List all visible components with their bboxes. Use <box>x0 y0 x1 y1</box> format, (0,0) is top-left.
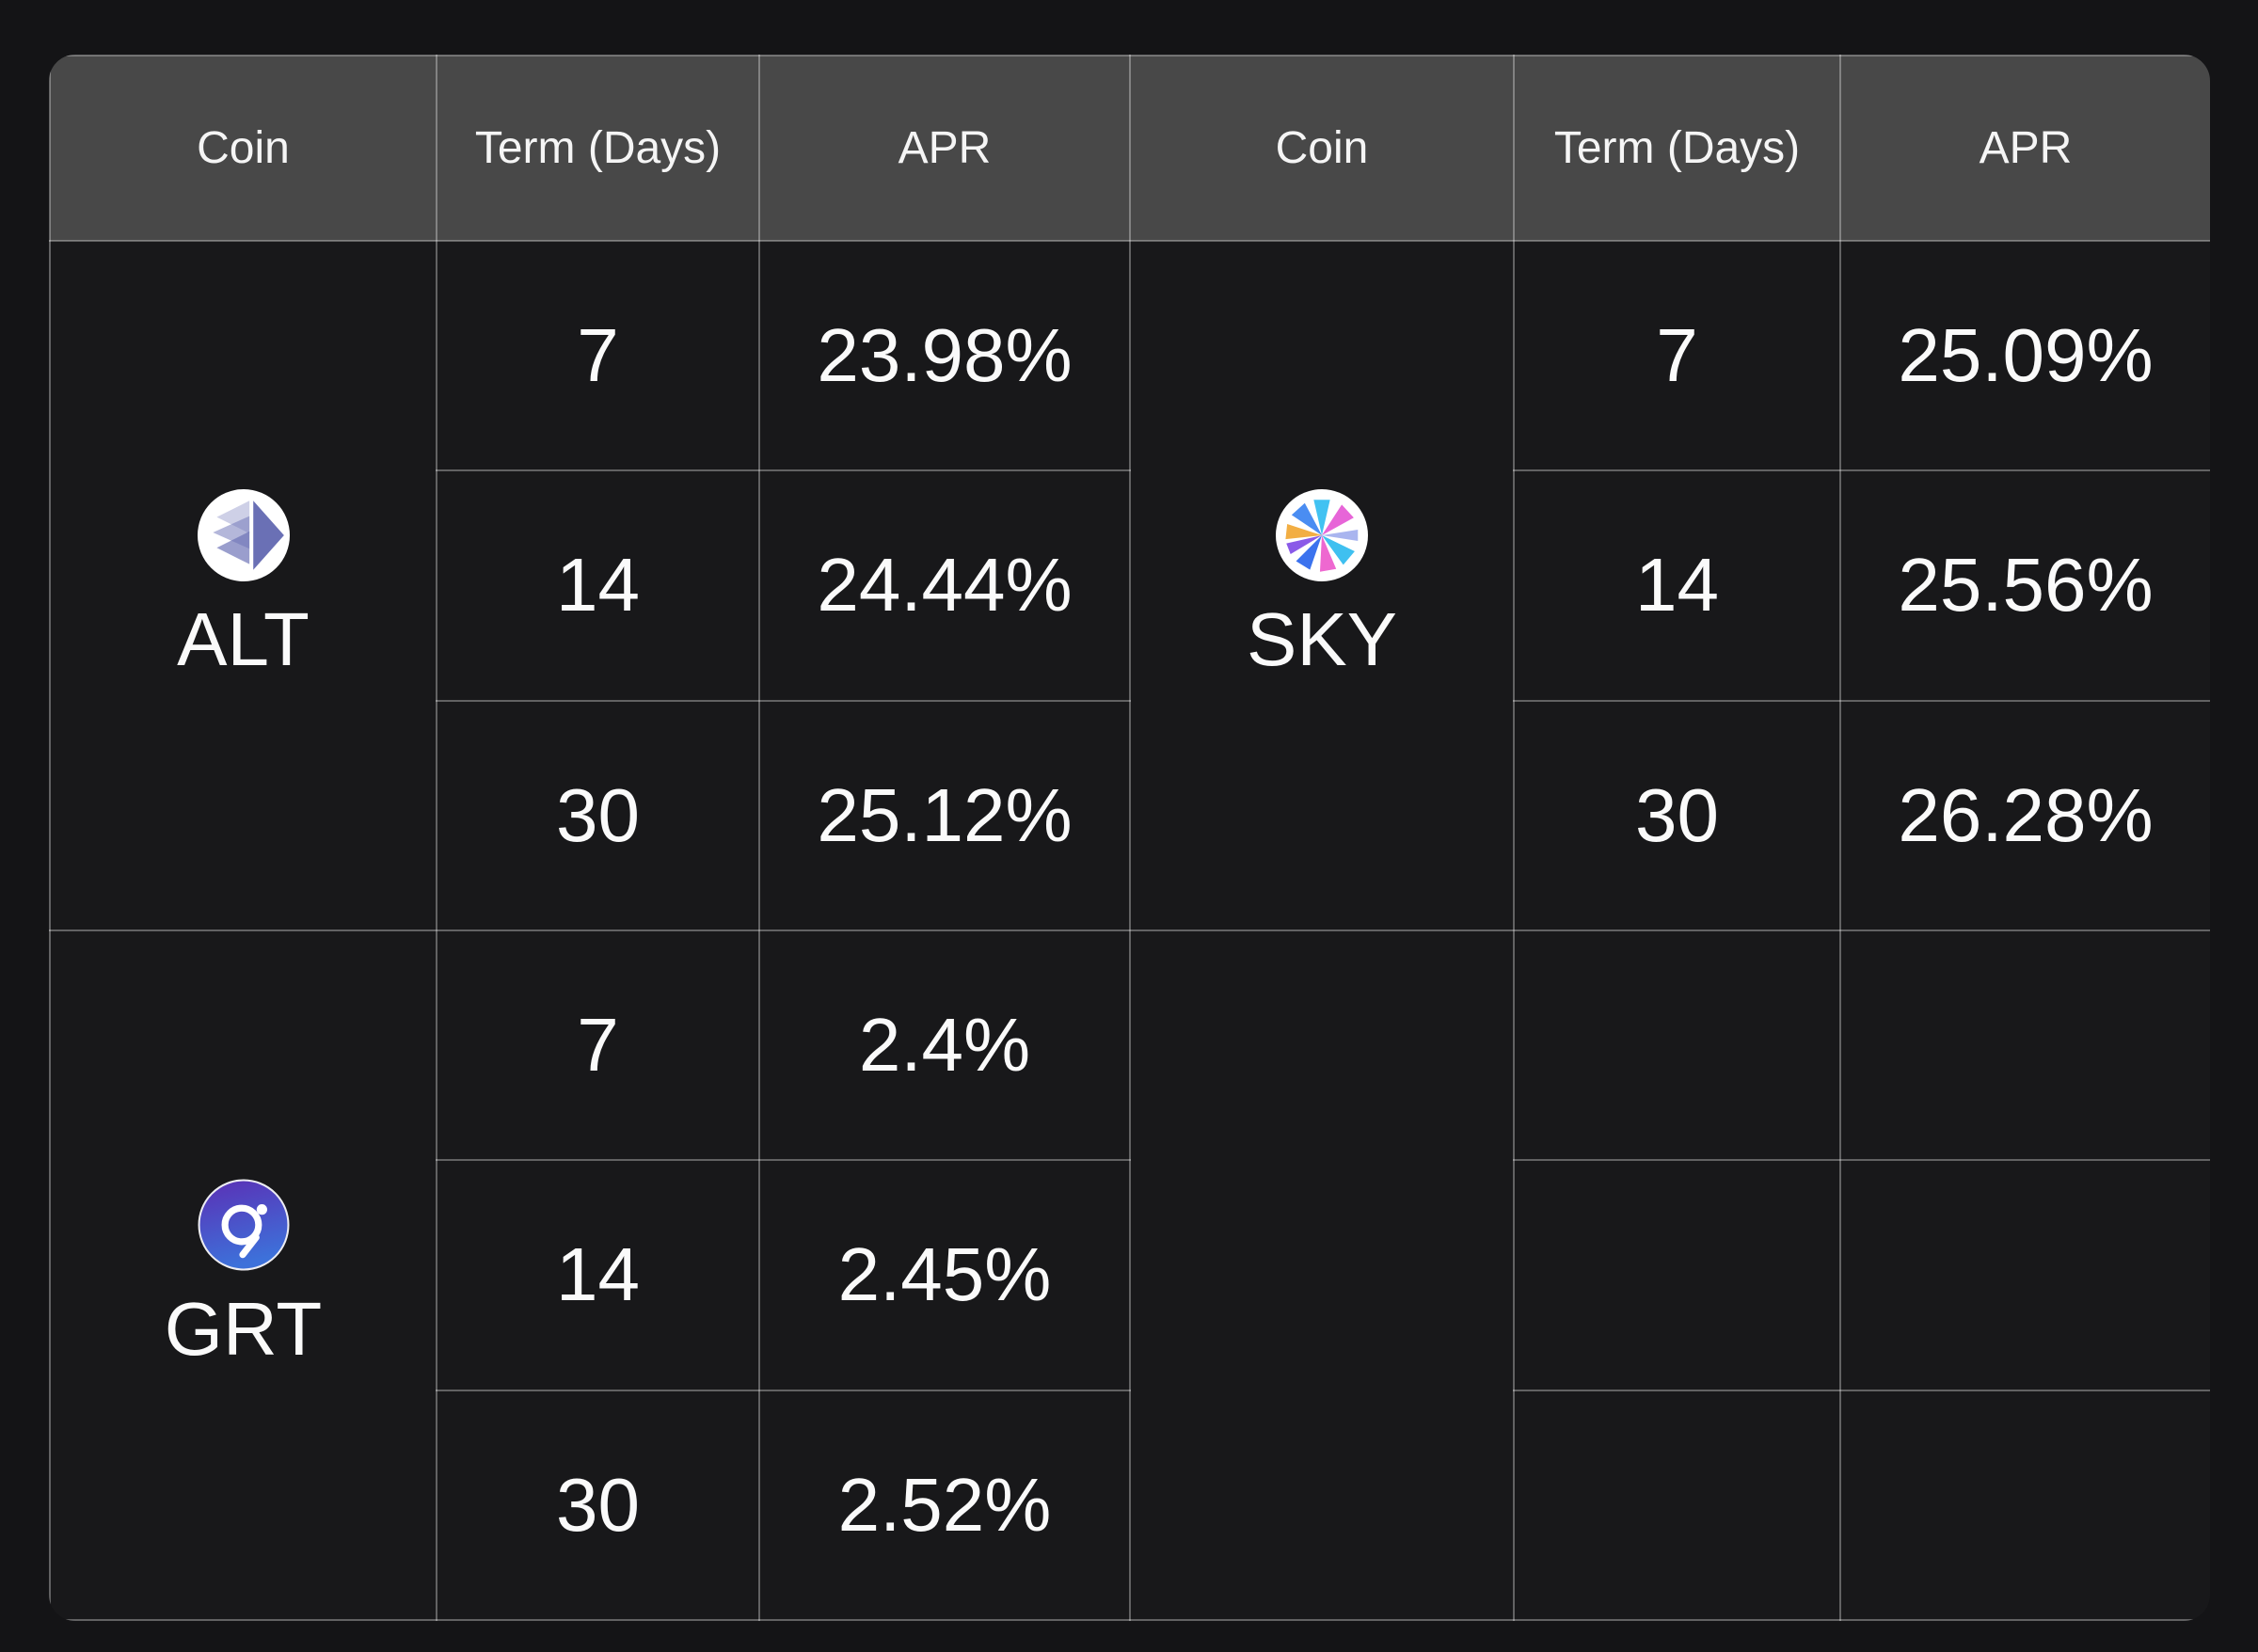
apr-cell-alt-14: 24.44% <box>758 469 1131 702</box>
empty-apr-cell <box>1839 1159 2210 1391</box>
sky-pinwheel-coin-icon <box>1276 489 1368 582</box>
coin-cell-grt: GRT <box>49 929 437 1621</box>
table-row: ALT 7 23.98% <box>49 239 2210 931</box>
table-row: 14 24.44% 14 25.56% <box>50 469 2210 702</box>
table-row: 30 25.12% 30 26.28% <box>50 699 2210 931</box>
coin-box-grt: GRT <box>51 1179 436 1371</box>
col-header-apr-right: APR <box>1839 55 2210 242</box>
term-cell-grt-14: 14 <box>436 1159 760 1391</box>
apr-cell-grt-14: 2.45% <box>758 1159 1131 1391</box>
empty-term-cell <box>1513 1159 1841 1391</box>
col-header-apr-left: APR <box>758 55 1131 242</box>
term-cell-alt-14: 14 <box>436 469 760 702</box>
coin-cell-sky: SKY <box>1129 240 1515 931</box>
term-cell-alt-7: 7 <box>436 239 760 472</box>
apr-cell-sky-30: 26.28% <box>1839 699 2210 931</box>
table-row: GRT 7 2.4% <box>49 929 2210 1621</box>
term-cell-sky-30: 30 <box>1513 699 1841 931</box>
coin-label-alt: ALT <box>177 597 310 682</box>
empty-apr-cell <box>1839 929 2210 1162</box>
rates-table-card: Coin Term (Days) APR Coin Term (Days) AP… <box>49 55 2210 1621</box>
apr-cell-alt-7: 23.98% <box>758 239 1131 472</box>
col-header-coin-left: Coin <box>49 55 437 242</box>
apr-cell-grt-7: 2.4% <box>758 929 1131 1162</box>
apr-cell-alt-30: 25.12% <box>758 699 1131 931</box>
coin-label-grt: GRT <box>164 1287 323 1372</box>
apr-cell-grt-30: 2.52% <box>758 1389 1131 1621</box>
coin-cell-empty <box>1129 929 1515 1621</box>
term-cell-grt-7: 7 <box>436 929 760 1162</box>
altlayer-coin-icon <box>197 489 290 582</box>
coin-box-sky: SKY <box>1131 489 1513 681</box>
term-cell-grt-30: 30 <box>436 1389 760 1621</box>
term-cell-sky-14: 14 <box>1513 469 1841 702</box>
header-row: Coin Term (Days) APR Coin Term (Days) AP… <box>49 55 2210 242</box>
term-cell-alt-30: 30 <box>436 699 760 931</box>
apr-cell-sky-14: 25.56% <box>1839 469 2210 702</box>
col-header-term-right: Term (Days) <box>1513 55 1841 242</box>
table-row: 30 2.52% <box>50 1389 2210 1621</box>
empty-apr-cell <box>1839 1389 2210 1621</box>
col-header-term-left: Term (Days) <box>436 55 760 242</box>
empty-term-cell <box>1513 929 1841 1162</box>
coin-cell-alt: ALT <box>49 240 437 931</box>
col-header-coin-right: Coin <box>1129 55 1515 242</box>
empty-term-cell <box>1513 1389 1841 1621</box>
coin-box-alt: ALT <box>51 489 436 681</box>
term-cell-sky-7: 7 <box>1513 239 1841 472</box>
the-graph-coin-icon <box>198 1179 289 1271</box>
rates-table: Coin Term (Days) APR Coin Term (Days) AP… <box>49 55 2210 1621</box>
table-row: 14 2.45% <box>50 1159 2210 1391</box>
coin-label-sky: SKY <box>1246 597 1398 682</box>
apr-cell-sky-7: 25.09% <box>1839 239 2210 472</box>
